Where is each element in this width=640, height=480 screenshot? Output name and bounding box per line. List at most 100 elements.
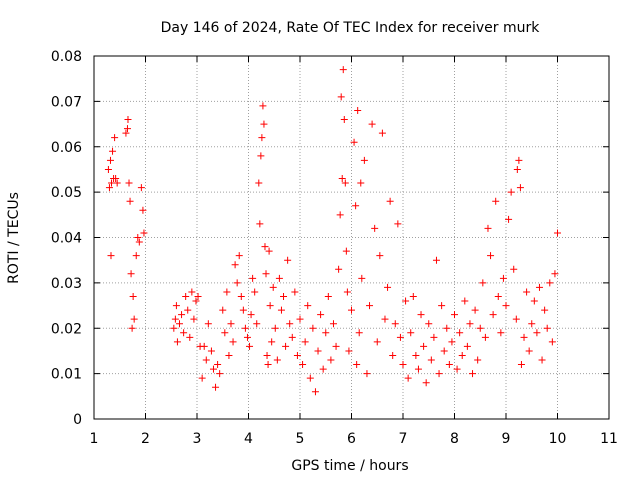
data-point [324, 292, 332, 300]
data-point [262, 270, 270, 278]
data-point [173, 338, 181, 346]
data-points [104, 66, 561, 396]
data-point [124, 116, 132, 124]
data-point [243, 333, 251, 341]
data-point [489, 311, 497, 319]
data-point [280, 292, 288, 300]
data-point [352, 202, 360, 210]
data-point [368, 120, 376, 128]
chart-title: Day 146 of 2024, Rate Of TEC Index for r… [161, 20, 541, 36]
data-point [520, 333, 528, 341]
x-tick-label: 9 [502, 431, 511, 447]
data-point [219, 306, 227, 314]
data-point [122, 129, 130, 137]
data-point [355, 329, 363, 337]
data-point [430, 333, 438, 341]
data-point [513, 165, 521, 173]
data-point [440, 347, 448, 355]
data-point [515, 156, 523, 164]
data-point [140, 229, 148, 237]
data-point [376, 252, 384, 260]
x-tick-label: 3 [193, 431, 202, 447]
data-point [194, 292, 202, 300]
data-point [373, 338, 381, 346]
y-tick-label: 0 [73, 412, 82, 428]
data-point [255, 179, 263, 187]
data-point [275, 274, 283, 282]
data-point [135, 238, 143, 246]
data-point [184, 306, 192, 314]
data-point [229, 338, 237, 346]
data-point [422, 379, 430, 387]
data-point [172, 302, 180, 310]
data-point [358, 274, 366, 282]
data-point [239, 306, 247, 314]
data-point [192, 297, 200, 305]
y-tick-label: 0.05 [51, 185, 82, 201]
data-point [389, 351, 397, 359]
data-point [445, 361, 453, 369]
data-point [343, 288, 351, 296]
data-point [386, 197, 394, 205]
data-point [425, 320, 433, 328]
data-point [353, 361, 361, 369]
data-point [249, 274, 257, 282]
data-point [469, 370, 477, 378]
data-point [273, 356, 281, 364]
data-point [448, 338, 456, 346]
data-point [129, 292, 137, 300]
data-point [427, 356, 435, 364]
y-tick-label: 0.06 [51, 140, 82, 156]
data-point [516, 184, 524, 192]
data-point [329, 320, 337, 328]
data-point [130, 315, 138, 323]
data-point [198, 374, 206, 382]
data-point [263, 351, 271, 359]
data-point [510, 265, 518, 273]
data-point [512, 315, 520, 323]
data-point [301, 338, 309, 346]
data-point [200, 342, 208, 350]
data-point [543, 324, 551, 332]
data-point [525, 347, 533, 355]
data-point [322, 329, 330, 337]
x-tick-label: 11 [600, 431, 618, 447]
data-point [533, 329, 541, 337]
data-point [402, 297, 410, 305]
data-point [277, 306, 285, 314]
y-tick-label: 0.07 [51, 94, 82, 110]
data-point [484, 224, 492, 232]
data-point [451, 311, 458, 319]
gridlines [94, 56, 609, 419]
data-point [188, 288, 196, 296]
data-point [541, 306, 549, 314]
data-point [479, 279, 487, 287]
data-point [471, 306, 479, 314]
x-tick-label: 5 [296, 431, 305, 447]
data-point [481, 333, 489, 341]
data-point [538, 356, 546, 364]
data-point [505, 215, 513, 223]
data-point [291, 288, 299, 296]
data-point [202, 356, 210, 364]
data-point [216, 370, 224, 378]
x-tick-label: 6 [347, 431, 356, 447]
data-point [251, 288, 259, 296]
data-point [523, 288, 531, 296]
data-point [104, 165, 112, 173]
data-point [293, 351, 301, 359]
data-point [247, 311, 255, 319]
data-point [535, 283, 543, 291]
data-point [223, 288, 231, 296]
data-point [461, 297, 469, 305]
data-point [332, 342, 340, 350]
plot-frame [93, 55, 610, 420]
y-tick-label: 0.03 [51, 276, 82, 292]
x-tick-label: 8 [450, 431, 459, 447]
data-point [170, 324, 178, 332]
data-point [132, 252, 140, 260]
data-point [182, 292, 190, 300]
data-point [241, 324, 249, 332]
data-point [260, 120, 268, 128]
data-point [414, 365, 422, 373]
